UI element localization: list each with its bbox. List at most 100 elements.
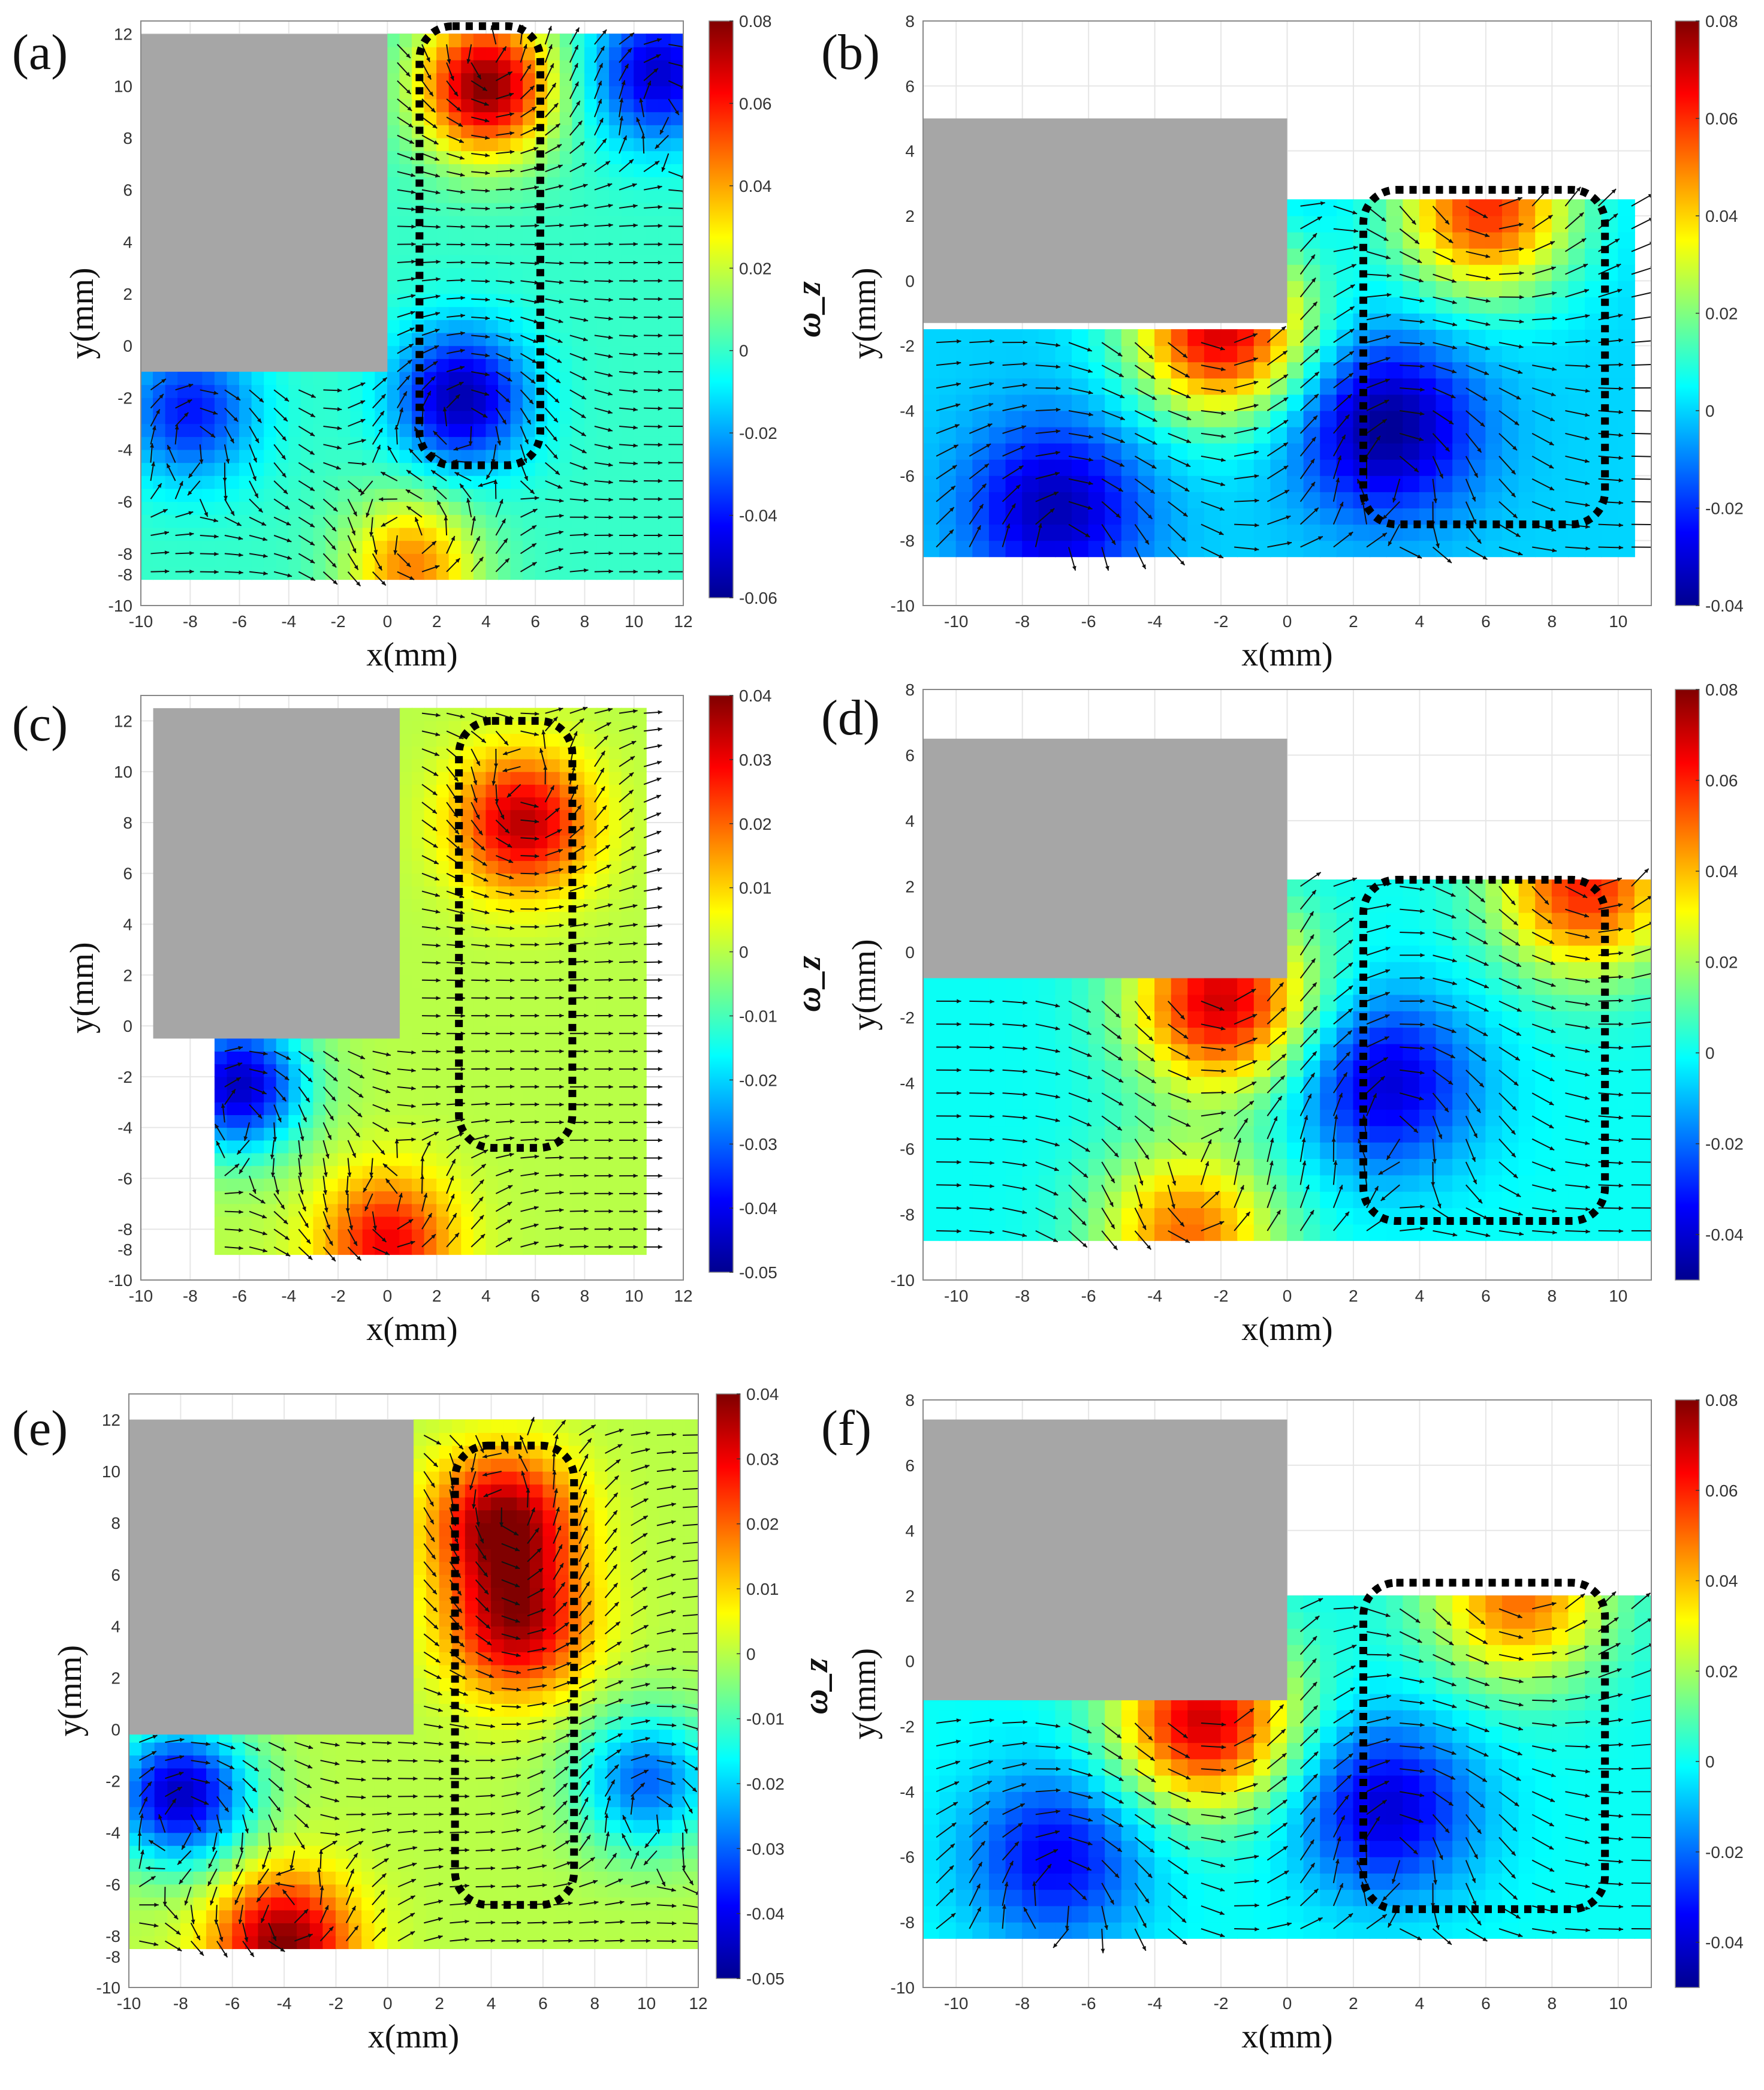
vector-arrowhead xyxy=(263,1051,268,1056)
vector-arrowhead xyxy=(366,513,370,517)
vector-arrowhead xyxy=(990,339,994,344)
heat-cell xyxy=(1403,264,1420,281)
heat-cell xyxy=(375,1177,388,1192)
heat-cell xyxy=(634,501,647,515)
heat-cell xyxy=(1121,394,1139,411)
vector-arrowhead xyxy=(287,573,293,577)
vector-arrowhead xyxy=(263,537,267,541)
heat-cell xyxy=(609,1038,622,1052)
heat-cell xyxy=(510,306,524,320)
heat-cell xyxy=(288,514,301,528)
heat-cell xyxy=(497,974,511,988)
vector-arrowhead xyxy=(429,91,433,97)
vector-arrowhead xyxy=(581,414,586,418)
heat-cell xyxy=(313,566,327,580)
heat-cell xyxy=(251,1101,265,1115)
vector-arrowhead xyxy=(989,382,994,386)
heat-cell xyxy=(596,410,610,424)
heat-cell xyxy=(1022,524,1039,541)
vector-arrowhead xyxy=(1648,218,1651,222)
heat-cell xyxy=(436,371,450,386)
heat-cell xyxy=(497,1191,511,1204)
vector-arrowhead xyxy=(1335,477,1340,483)
heat-cell xyxy=(621,974,635,988)
heat-cell xyxy=(387,1152,400,1166)
heat-cell xyxy=(387,254,400,269)
vector-arrowhead xyxy=(1511,469,1516,475)
heat-cell xyxy=(362,540,376,554)
heat-cell xyxy=(436,1127,450,1141)
vector-arrowhead xyxy=(468,441,473,446)
heat-cell xyxy=(375,436,388,450)
vector-arrowhead xyxy=(360,383,366,387)
heat-cell xyxy=(202,410,215,424)
heat-cell xyxy=(609,384,622,398)
heat-cell xyxy=(547,215,560,230)
heat-cell xyxy=(362,553,376,567)
heat-cell xyxy=(436,514,450,528)
heat-cell xyxy=(497,73,511,86)
heat-cell xyxy=(497,746,511,760)
heat-cell xyxy=(486,949,499,963)
heat-cell xyxy=(436,1191,450,1204)
heat-cell xyxy=(572,1228,585,1242)
vector-arrowhead xyxy=(485,297,490,302)
heat-cell xyxy=(412,1177,425,1192)
heat-cell xyxy=(1287,231,1304,249)
heat-cell xyxy=(375,1228,388,1242)
vector-arrowhead xyxy=(230,511,234,516)
vector-arrowhead xyxy=(484,118,490,123)
vector-arrowhead xyxy=(213,411,218,415)
heat-cell xyxy=(313,540,327,554)
vector-arrowhead xyxy=(1284,490,1289,494)
heat-cell xyxy=(461,898,474,912)
vector-arrowhead xyxy=(1320,201,1325,206)
heat-cell xyxy=(436,112,450,125)
heat-cell xyxy=(510,1038,524,1052)
vector-arrowhead xyxy=(608,223,613,228)
heat-cell xyxy=(436,228,450,242)
heat-cell xyxy=(559,566,573,580)
heat-cell xyxy=(584,501,598,515)
heat-cell xyxy=(448,267,462,281)
heat-cell xyxy=(448,189,462,203)
heat-cell xyxy=(264,1127,277,1141)
vector-arrowhead xyxy=(633,479,638,484)
heat-cell xyxy=(214,566,228,580)
y-tick-label: -8 xyxy=(117,544,132,563)
vector-arrowhead xyxy=(1186,394,1191,399)
heat-cell xyxy=(461,949,474,963)
vector-arrowhead xyxy=(1549,486,1554,490)
heat-cell xyxy=(313,371,327,386)
heat-cell xyxy=(387,137,400,152)
heat-cell xyxy=(1419,378,1437,395)
heat-cell xyxy=(584,860,598,874)
y-tick-label: 4 xyxy=(905,142,915,161)
heat-cell xyxy=(497,962,511,975)
heat-cell xyxy=(1204,394,1222,411)
heat-cell xyxy=(658,553,671,567)
colorbar-tick-label: 0.06 xyxy=(739,94,772,113)
heat-cell xyxy=(473,1203,487,1217)
heat-cell xyxy=(202,566,215,580)
heat-cell xyxy=(412,501,425,515)
vector-arrowhead xyxy=(183,412,189,417)
heat-cell xyxy=(658,358,671,372)
heat-cell xyxy=(559,1165,573,1179)
heat-cell xyxy=(214,1203,228,1217)
vector-arrowhead xyxy=(306,1239,311,1244)
heat-cell xyxy=(572,553,585,567)
heat-cell xyxy=(634,1177,647,1192)
vector-arrowhead xyxy=(1072,565,1077,571)
vector-arrowhead xyxy=(273,1137,278,1142)
vector-arrowhead xyxy=(460,242,465,247)
heat-cell xyxy=(497,1038,511,1052)
heat-cell xyxy=(535,809,548,823)
vector-arrowhead xyxy=(1480,422,1485,427)
heat-cell xyxy=(584,962,598,975)
vector-arrowhead xyxy=(408,344,414,348)
panel-label: (c) xyxy=(12,696,68,752)
heat-cell xyxy=(264,488,277,502)
heat-cell xyxy=(461,1152,474,1166)
axes-frame xyxy=(140,20,684,606)
